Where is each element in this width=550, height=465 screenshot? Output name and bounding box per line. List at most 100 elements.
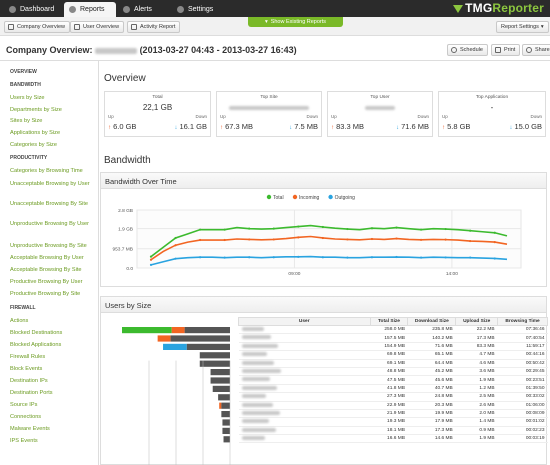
sidebar-section-overview[interactable]: OVERVIEW — [10, 69, 37, 75]
column-total-size[interactable]: Total Size — [369, 317, 409, 326]
user-cell[interactable] — [238, 359, 371, 368]
sidebar-item-ips-events[interactable]: IPS Events — [10, 438, 38, 444]
sidebar-item-unproductive-browsing-by-site[interactable]: Unproductive Browsing By Site — [10, 243, 87, 249]
sidebar-item-unproductive-browsing-by-user[interactable]: Unproductive Browsing By User — [10, 221, 89, 227]
chevron-down-icon: ▾ — [540, 24, 544, 30]
upload-size-cell: 1.4 MB — [455, 417, 498, 427]
total-size-cell: 16.6 MB — [370, 434, 408, 444]
table-row[interactable]: 16.6 MB 14.6 MB 1.9 MB 00:03:19 — [238, 434, 548, 444]
legend-label[interactable]: Total — [273, 195, 284, 201]
user-cell[interactable] — [238, 333, 371, 343]
sidebar-item-block-events[interactable]: Block Events — [10, 366, 43, 372]
top-nav-bar: Dashboard Reports Alerts Settings TMGRep… — [0, 0, 550, 17]
redacted-username — [241, 343, 278, 348]
column-browsing-time[interactable]: Browsing Time — [497, 317, 548, 326]
sidebar-item-sites-by-size[interactable]: Sites by Size — [10, 118, 43, 124]
user-cell[interactable] — [238, 375, 371, 385]
tab-settings[interactable]: Settings — [172, 2, 228, 17]
user-cell[interactable] — [238, 426, 371, 436]
sidebar-item-unacceptable-browsing-by-site[interactable]: Unacceptable Browsing By Site — [10, 201, 89, 207]
sidebar-item-blocked-destinations[interactable]: Blocked Destinations — [10, 330, 63, 336]
sidebar-item-destination-ports[interactable]: Destination Ports — [10, 390, 53, 396]
table-row[interactable]: 19.3 MB 17.9 MB 1.4 MB 00:01:02 — [238, 417, 548, 427]
upload-size-cell: 2.5 MB — [455, 392, 498, 402]
sidebar-item-departments-by-size[interactable]: Departments by Size — [10, 107, 62, 113]
legend-label[interactable]: Outgoing — [335, 195, 356, 201]
total-size-cell: 69.8 MB — [370, 350, 408, 360]
table-row[interactable]: 69.1 MB 64.4 MB 4.6 MB 00:50:42 — [238, 359, 548, 368]
print-button[interactable]: Print — [491, 44, 521, 56]
legend-label[interactable]: Incoming — [299, 195, 320, 201]
activity-report-button[interactable]: Activity Report — [127, 21, 181, 33]
download-size-cell: 235.8 MB — [407, 325, 456, 335]
page-title: Company Overview: (2013-03-27 04:43 - 20… — [6, 45, 297, 55]
sidebar-item-blocked-applications[interactable]: Blocked Applications — [10, 342, 62, 348]
table-row[interactable]: 41.8 MB 40.7 MB 1.2 MB 01:39:50 — [238, 384, 548, 394]
company-overview-button[interactable]: Company Overview — [4, 21, 70, 33]
total-size-cell: 19.3 MB — [370, 417, 408, 427]
data-point — [419, 256, 423, 259]
user-cell[interactable] — [238, 384, 371, 394]
user-cell[interactable] — [238, 350, 371, 360]
sidebar-item-source-ips[interactable]: Source IPs — [10, 402, 38, 408]
sidebar-item-users-by-size[interactable]: Users by Size — [10, 95, 45, 101]
user-cell[interactable] — [238, 325, 371, 335]
table-row[interactable]: 258.0 MB 235.8 MB 22.2 MB 07:36:46 — [238, 325, 548, 335]
user-cell[interactable] — [238, 417, 371, 427]
user-cell[interactable] — [238, 367, 371, 377]
table-row[interactable]: 48.8 MB 45.2 MB 3.6 MB 00:29:45 — [238, 367, 548, 377]
sidebar-item-applications-by-size[interactable]: Applications by Size — [10, 130, 61, 136]
table-row[interactable]: 27.3 MB 24.8 MB 2.5 MB 00:33:02 — [238, 392, 548, 402]
user-cell[interactable] — [238, 409, 371, 419]
table-row[interactable]: 69.8 MB 65.1 MB 4.7 MB 00:44:16 — [238, 350, 548, 360]
users-table: User Total Size Download Size Upload Siz… — [238, 317, 548, 444]
browsing-time-cell: 01:39:50 — [497, 384, 548, 394]
tab-dashboard[interactable]: Dashboard — [4, 2, 62, 17]
column-user[interactable]: User — [238, 317, 371, 326]
schedule-button[interactable]: Schedule — [447, 44, 488, 56]
redacted-username — [241, 377, 270, 382]
share-button[interactable]: Share — [522, 44, 550, 56]
column-download-size[interactable]: Download Size — [407, 317, 457, 326]
user-bar-segment — [186, 343, 230, 350]
show-existing-reports-button[interactable]: ▾ Show Existing Reports — [248, 17, 343, 27]
table-row[interactable]: 157.5 MB 140.2 MB 17.3 MB 07:40:54 — [238, 333, 548, 343]
series-line-total — [150, 224, 508, 258]
user-bar-segment — [210, 377, 230, 384]
user-bar-segment — [222, 427, 230, 434]
tab-alerts[interactable]: Alerts — [118, 2, 170, 17]
report-settings-button[interactable]: Report Settings ▾ — [496, 21, 549, 33]
table-row[interactable]: 47.5 MB 45.6 MB 1.9 MB 00:23:51 — [238, 375, 548, 385]
sidebar-item-connections[interactable]: Connections — [10, 414, 42, 420]
user-overview-button[interactable]: User Overview — [70, 21, 125, 33]
activity-icon — [131, 24, 137, 30]
legend-marker — [292, 194, 298, 200]
download-size-cell: 40.7 MB — [407, 384, 456, 394]
table-row[interactable]: 154.9 MB 71.6 MB 83.3 MB 11:59:17 — [238, 342, 548, 352]
series-line-outgoing — [150, 255, 508, 266]
user-cell[interactable] — [238, 401, 371, 410]
data-point — [223, 228, 226, 231]
legend-marker — [266, 194, 272, 200]
table-row[interactable]: 18.1 MB 17.3 MB 0.9 MB 00:02:23 — [238, 426, 548, 436]
sidebar-item-firewall-rules[interactable]: Firewall Rules — [10, 354, 46, 360]
sidebar-item-productive-browsing-by-site[interactable]: Productive Browsing By Site — [10, 291, 81, 297]
column-upload-size[interactable]: Upload Size — [455, 317, 499, 326]
sidebar-item-acceptable-browsing-by-user[interactable]: Acceptable Browsing By User — [10, 255, 84, 261]
tab-reports[interactable]: Reports — [64, 2, 116, 17]
table-row[interactable]: 21.9 MB 19.9 MB 2.0 MB 00:08:09 — [238, 409, 548, 419]
data-point — [346, 227, 349, 231]
sidebar-item-unacceptable-browsing-by-user[interactable]: Unacceptable Browsing by User — [10, 181, 90, 187]
user-cell[interactable] — [238, 434, 371, 444]
sidebar-item-acceptable-browsing-by-site[interactable]: Acceptable Browsing By Site — [10, 267, 82, 273]
user-cell[interactable] — [238, 392, 371, 402]
sidebar-item-productive-browsing-by-user[interactable]: Productive Browsing By User — [10, 279, 83, 285]
table-row[interactable]: 22.9 MB 20.3 MB 2.6 MB 01:06:00 — [238, 401, 548, 410]
sidebar-item-actions[interactable]: Actions — [10, 318, 29, 324]
sidebar-item-categories-by-size[interactable]: Categories by Size — [10, 142, 57, 148]
data-point — [444, 238, 447, 241]
user-cell[interactable] — [238, 342, 371, 352]
sidebar-item-malware-events[interactable]: Malware Events — [10, 426, 50, 432]
sidebar-item-destination-ips[interactable]: Destination IPs — [10, 378, 48, 384]
sidebar-item-categories-by-browsing-time[interactable]: Categories by Browsing Time — [10, 168, 83, 174]
